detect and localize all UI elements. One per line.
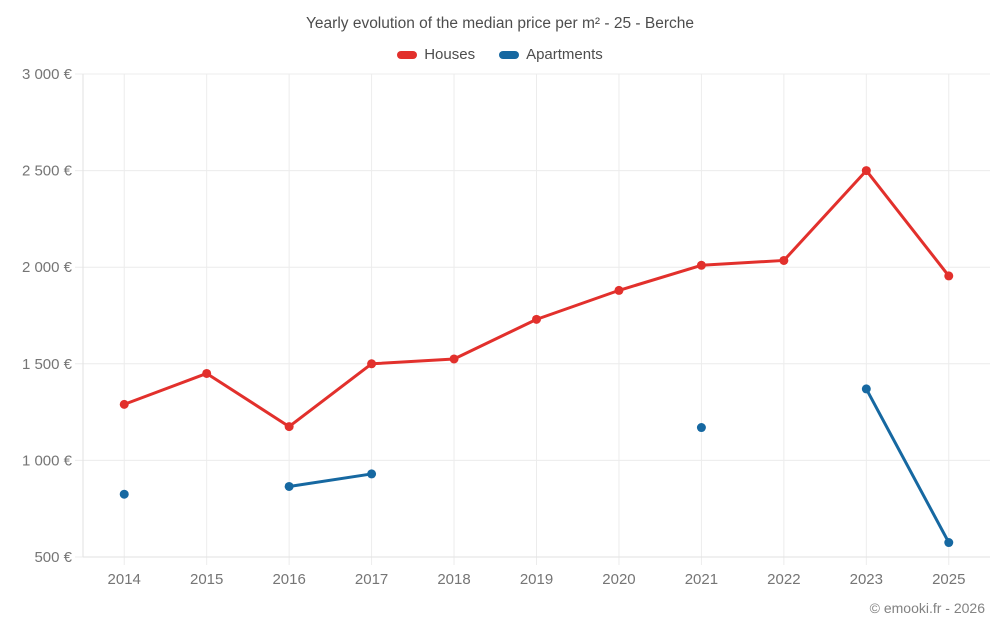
data-point-houses[interactable] (614, 285, 624, 295)
data-point-apartments[interactable] (861, 384, 871, 394)
copyright-footer: © emooki.fr - 2026 (869, 600, 985, 616)
x-axis-tick-label: 2021 (685, 571, 718, 588)
data-point-houses[interactable] (284, 422, 294, 432)
x-axis-tick-label: 2022 (767, 571, 800, 588)
data-point-houses[interactable] (861, 166, 871, 176)
x-axis-tick-label: 2017 (355, 571, 388, 588)
data-point-houses[interactable] (779, 255, 789, 265)
x-axis-tick-label: 2020 (602, 571, 635, 588)
legend-item-houses[interactable]: Houses (397, 46, 475, 63)
legend-swatch-apartments (499, 50, 520, 59)
chart-title: Yearly evolution of the median price per… (306, 15, 694, 32)
y-axis-tick-label: 2 500 € (22, 163, 73, 180)
x-axis-tick-label: 2014 (108, 571, 141, 588)
series-line-apartments (287, 472, 374, 488)
y-axis-tick-label: 3 000 € (22, 66, 73, 83)
data-point-houses[interactable] (367, 359, 377, 369)
x-axis-tick-label: 2018 (437, 571, 470, 588)
data-point-apartments[interactable] (696, 423, 706, 433)
x-axis-tick-label: 2019 (520, 571, 553, 588)
y-axis-tick-label: 500 € (34, 549, 72, 566)
x-axis-tick-label: 2023 (850, 571, 883, 588)
data-point-apartments[interactable] (944, 538, 954, 548)
series-line-apartments (864, 387, 951, 545)
x-axis-tick-label: 2016 (272, 571, 305, 588)
y-axis-tick-label: 2 000 € (22, 259, 73, 276)
data-point-houses[interactable] (944, 271, 954, 281)
legend-item-apartments[interactable]: Apartments (499, 46, 603, 63)
data-point-houses[interactable] (696, 260, 706, 270)
data-point-houses[interactable] (202, 368, 212, 378)
data-point-apartments[interactable] (284, 481, 294, 491)
x-axis-tick-label: 2015 (190, 571, 223, 588)
legend-label-houses: Houses (424, 46, 476, 63)
legend-label-apartments: Apartments (526, 46, 603, 63)
data-point-apartments[interactable] (367, 469, 377, 479)
data-point-apartments[interactable] (119, 489, 129, 499)
data-point-houses[interactable] (119, 399, 129, 409)
data-point-houses[interactable] (532, 314, 541, 324)
data-point-houses[interactable] (449, 354, 459, 364)
y-axis-tick-label: 1 500 € (22, 356, 73, 373)
legend-swatch-houses (397, 50, 418, 59)
y-axis-tick-label: 1 000 € (22, 452, 73, 469)
x-axis-tick-label: 2025 (932, 571, 965, 588)
chart-legend: Houses Apartments (0, 46, 1000, 63)
